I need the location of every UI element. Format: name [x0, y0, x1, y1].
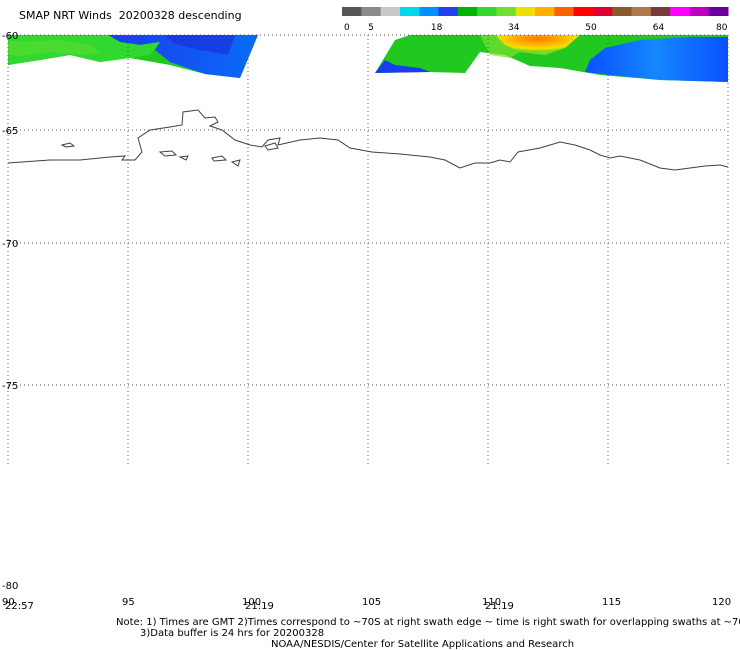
island-4 [211, 155, 228, 162]
x-tick-label: 90 [2, 597, 15, 608]
left-swath-lightgreen [8, 40, 100, 56]
title-date: 20200328 [118, 9, 175, 22]
grid-lines [7, 34, 729, 465]
note-line-1: Note: 1) Times are GMT 2)Times correspon… [116, 617, 740, 628]
x-tick-label: 115 [602, 597, 621, 608]
right-swath-hot [495, 35, 580, 55]
island-3 [178, 155, 189, 161]
left-swath-green-overlay [8, 35, 160, 65]
island-5 [230, 159, 241, 167]
x-tick-label: 100 [242, 597, 261, 608]
island-2 [158, 150, 178, 157]
right-swath-blue-left [375, 60, 430, 73]
island-1 [60, 142, 76, 148]
x-tick-label: 120 [712, 597, 731, 608]
title-name: SMAP NRT Winds [19, 9, 112, 22]
axis-labels: -60 -65 -70 -75 -80 90 95 100 105 110 115 120 22:57 2… [2, 31, 731, 612]
note-line-3: NOAA/NESDIS/Center for Satellite Applica… [271, 639, 575, 650]
y-tick-label: -80 [2, 581, 18, 592]
right-swath-lightgreen [480, 35, 520, 58]
wind-swaths [8, 35, 728, 82]
coastline [7, 109, 729, 171]
swath-time-label: 22:57 [5, 601, 34, 612]
island-6 [264, 142, 279, 151]
y-tick-label: -70 [2, 239, 18, 250]
title-pass: descending [178, 9, 242, 22]
y-tick-label: -60 [2, 31, 18, 42]
note-line-2: 3)Data buffer is 24 hrs for 20200328 [140, 628, 325, 639]
chart-title: SMAP NRT Winds 20200328 descending [19, 10, 242, 22]
right-swath-blue-right [585, 37, 728, 82]
swath-time-label: 21:19 [245, 601, 274, 612]
y-tick-label: -75 [2, 381, 18, 392]
x-tick-label: 105 [362, 597, 381, 608]
swath-time-label: 21:19 [485, 601, 514, 612]
left-swath-darkblue [165, 35, 235, 55]
x-tick-label: 95 [122, 597, 135, 608]
y-tick-label: -65 [2, 126, 18, 137]
x-tick-label: 110 [482, 597, 501, 608]
